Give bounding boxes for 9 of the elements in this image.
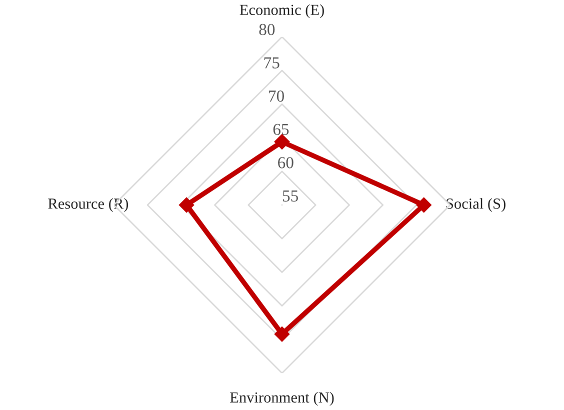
spoke-label: Social (S) xyxy=(446,198,506,212)
y-tick-label: 80 xyxy=(259,24,275,36)
y-tick-label: 60 xyxy=(278,157,294,168)
y-tick-label: 75 xyxy=(264,57,280,68)
y-tick-label: 55 xyxy=(282,190,298,202)
spoke-label: Environment (N) xyxy=(230,392,334,406)
y-tick-label: 70 xyxy=(269,90,284,102)
y-tick-label: 65 xyxy=(273,124,289,136)
spoke-label: Economic (E) xyxy=(240,4,324,18)
